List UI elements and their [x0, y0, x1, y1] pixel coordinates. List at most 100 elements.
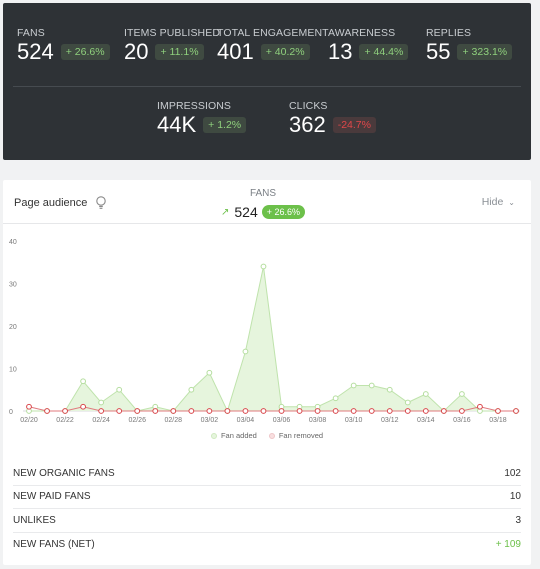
change-badge: + 26.6% [60, 44, 110, 60]
stat-value: 524 [17, 39, 54, 64]
data-point-fan-removed [134, 408, 141, 414]
stat-label: IMPRESSIONS [157, 100, 232, 112]
card-title: Page audience [14, 196, 107, 210]
stat-value: 401 [217, 39, 254, 64]
row-value: + 109 [495, 538, 521, 550]
stat-label: TOTAL ENGAGEMENT [217, 27, 329, 39]
row-label: NEW FANS (NET) [13, 538, 95, 550]
chevron-down-icon: ⌄ [508, 197, 515, 207]
x-tick-label: 03/10 [345, 417, 363, 424]
x-tick-label: 02/26 [128, 417, 146, 424]
x-tick-label: 03/04 [237, 417, 255, 424]
stat-clicks[interactable]: CLICKS 362 -24.7% [289, 100, 376, 138]
data-point-fan-added [404, 399, 411, 406]
data-point-fan-added [80, 378, 87, 385]
data-point-fan-removed [26, 403, 32, 410]
data-point-fan-removed [314, 408, 321, 414]
stat-label: CLICKS [289, 100, 328, 112]
series-line-fan-removed [28, 406, 516, 412]
data-point-fan-removed [44, 408, 50, 414]
trend-up-icon: ↗ [220, 206, 230, 218]
legend-item-fan-added[interactable]: Fan added [210, 431, 257, 440]
row-label: UNLIKES [13, 514, 56, 526]
x-tick-label: 02/22 [56, 417, 74, 424]
stat-label: ITEMS PUBLISHED [124, 27, 221, 39]
stat-awareness[interactable]: AWARENESS 13 + 44.4% [328, 27, 409, 65]
legend-label: Fan added [220, 431, 257, 440]
card-title-label: Page audience [14, 197, 88, 209]
data-point-fan-added [368, 382, 375, 389]
data-point-fan-removed [116, 408, 123, 414]
data-point-fan-removed [350, 408, 357, 414]
data-point-fan-removed [368, 408, 375, 414]
data-point-fan-removed [260, 408, 267, 414]
table-row: UNLIKES 3 [13, 509, 521, 533]
x-tick-label: 02/28 [165, 417, 183, 424]
y-tick-label: 20 [9, 324, 17, 331]
data-point-fan-removed [440, 408, 447, 414]
data-point-fan-added [188, 386, 195, 393]
fans-chart-svg: 0 10 20 30 40 02/20 02/22 02/24 02/26 02/28 03/02 0… [9, 239, 520, 424]
data-point-fan-removed [80, 403, 87, 410]
change-badge: + 11.1% [155, 44, 204, 60]
legend-item-fan-removed[interactable]: Fan removed [268, 431, 324, 440]
data-point-fan-added [116, 386, 123, 393]
chart-legend: Fan added Fan removed [3, 431, 531, 440]
page-audience-card: Page audience FANS ↗ 524 + 26.6% Hide ⌄ … [3, 180, 531, 565]
table-row: NEW FANS (NET) + 109 [13, 533, 521, 557]
data-point-fan-removed [278, 408, 285, 414]
stat-value: 55 [426, 39, 451, 64]
x-tick-label: 03/08 [309, 417, 327, 424]
row-label: NEW PAID FANS [13, 491, 91, 503]
stat-value: 20 [124, 39, 149, 64]
data-point-fan-removed [332, 408, 339, 414]
data-point-fan-removed [188, 408, 195, 414]
stat-replies[interactable]: REPLIES 55 + 323.1% [426, 27, 513, 65]
stat-value: 13 [328, 39, 353, 64]
stat-value: 362 [289, 112, 326, 137]
x-tick-label: 02/24 [92, 417, 110, 424]
stat-total-engagement[interactable]: TOTAL ENGAGEMENT 401 + 40.2% [217, 27, 329, 65]
data-point-fan-added [260, 263, 267, 270]
data-point-fan-removed [296, 408, 303, 414]
y-tick-label: 40 [9, 239, 17, 246]
y-tick-label: 10 [9, 367, 17, 374]
data-point-fan-added [242, 348, 249, 355]
change-badge: + 1.2% [203, 117, 247, 133]
table-row: NEW ORGANIC FANS 102 [13, 462, 521, 486]
fans-summary-value: 524 [234, 204, 258, 220]
data-point-fan-removed [206, 408, 213, 414]
data-point-fan-added [332, 395, 339, 402]
stat-label: REPLIES [426, 27, 472, 39]
stat-label: AWARENESS [328, 27, 396, 39]
change-badge: -24.7% [332, 117, 376, 133]
stat-fans[interactable]: FANS 524 + 26.6% [17, 27, 110, 65]
lightbulb-icon[interactable] [95, 196, 107, 210]
hide-button[interactable]: Hide ⌄ [482, 196, 515, 208]
stat-label: FANS [17, 27, 45, 39]
stat-value: 44K [157, 112, 197, 137]
data-point-fan-removed [224, 408, 231, 414]
x-tick-label: 03/14 [417, 417, 435, 424]
audience-summary-table: NEW ORGANIC FANS 102 NEW PAID FANS 10 UN… [13, 462, 521, 556]
series-line-fan-added [29, 266, 516, 413]
data-point-fan-added [458, 391, 465, 397]
data-point-fan-removed [170, 408, 177, 414]
stats-panel: FANS 524 + 26.6% ITEMS PUBLISHED 20 + 11… [3, 3, 531, 160]
data-point-fan-removed [477, 403, 483, 410]
x-tick-label: 03/18 [489, 417, 507, 424]
fans-change-pill: + 26.6% [261, 205, 306, 219]
stat-items-published[interactable]: ITEMS PUBLISHED 20 + 11.1% [124, 27, 220, 65]
data-point-fan-removed [458, 408, 465, 414]
stat-impressions[interactable]: IMPRESSIONS 44K + 1.2% [157, 100, 247, 138]
change-badge: + 40.2% [260, 44, 310, 60]
legend-swatch [210, 432, 217, 439]
data-point-fan-added [98, 399, 105, 406]
legend-label: Fan removed [278, 431, 324, 440]
data-point-fan-added [422, 391, 429, 397]
row-value: 10 [509, 491, 521, 503]
data-point-fan-removed [422, 408, 429, 414]
x-tick-label: 03/16 [453, 417, 471, 424]
change-badge: + 323.1% [457, 44, 513, 60]
data-point-fan-removed [62, 408, 68, 414]
